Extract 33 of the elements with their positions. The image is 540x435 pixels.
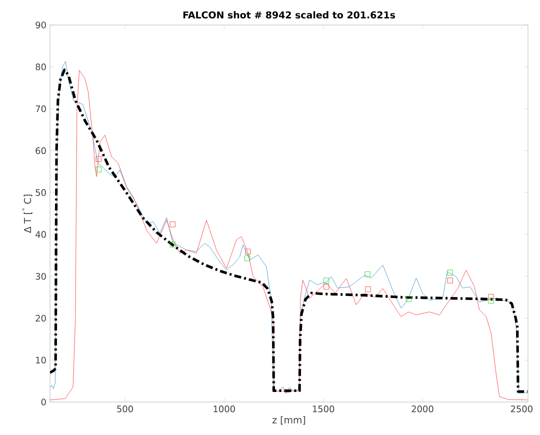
point (406, 296, 412, 302)
y-tick-label: 70 (36, 105, 46, 112)
point (364, 271, 370, 278)
y-tick-label: 20 (36, 314, 46, 322)
y-tick-label: 10 (36, 356, 46, 364)
point (244, 255, 250, 262)
x-tick-label: 1000 (214, 406, 235, 412)
point (245, 248, 251, 254)
point (365, 286, 371, 292)
point (323, 278, 330, 284)
x-axis-title: z [mm] (272, 416, 306, 425)
chart-title: FALCON shot # 8942 scaled to 201.621s (183, 11, 396, 19)
y-tick-label: 40 (36, 231, 46, 238)
point (447, 278, 453, 284)
y-tick-label: 30 (36, 272, 46, 280)
y-tick-label: 80 (36, 63, 46, 70)
point (96, 166, 102, 172)
x-tick-label: 1500 (312, 406, 334, 412)
y-tick-label: 0 (41, 398, 46, 406)
point (447, 270, 453, 276)
y-tick-label: 90 (36, 22, 46, 28)
point (170, 242, 176, 248)
y-tick-label: 60 (36, 147, 46, 154)
x-tick-label: 2500 (510, 406, 532, 412)
point (488, 298, 494, 304)
x-tick-label: 2000 (412, 406, 434, 412)
point (170, 222, 176, 228)
y-axis-title: Δ T [$^{°}$ C] (22, 194, 32, 233)
y-tick-label: 50 (36, 189, 46, 196)
point (488, 294, 494, 300)
point (96, 156, 102, 162)
x-tick-label: 500 (117, 406, 133, 412)
point (323, 284, 330, 290)
